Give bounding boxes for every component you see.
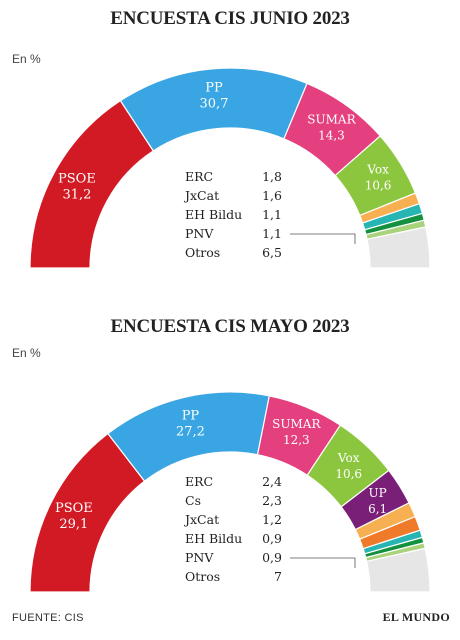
segment-label-vox: Vox <box>366 163 389 177</box>
table-value-otros: 6,5 <box>262 245 282 260</box>
chart-title-may: ENCUESTA CIS MAYO 2023 <box>110 316 350 337</box>
table-value-erc: 2,4 <box>262 474 282 489</box>
table-value-otros: 7 <box>274 569 282 584</box>
table-value-eh-bildu: 0,9 <box>262 531 282 546</box>
segment-label-up: UP <box>369 486 387 500</box>
unit-label-may: En % <box>12 346 41 360</box>
table-value-pnv: 1,1 <box>262 226 282 241</box>
segment-value-psoe: 29,1 <box>59 517 88 532</box>
segment-value-vox: 10,6 <box>335 467 362 481</box>
segment-value-pp: 30,7 <box>200 97 229 112</box>
table-value-pnv: 0,9 <box>262 550 282 565</box>
table-value-erc: 1,8 <box>262 169 282 184</box>
segment-value-psoe: 31,2 <box>62 187 91 202</box>
segment-label-psoe: PSOE <box>55 501 93 516</box>
source-note: FUENTE: CIS <box>12 612 84 624</box>
table-name-otros: Otros <box>185 245 220 260</box>
segment-value-sumar: 14,3 <box>318 129 345 143</box>
table-value-eh-bildu: 1,1 <box>262 207 282 222</box>
segment-label-sumar: SUMAR <box>272 417 321 431</box>
segment-label-pp: PP <box>182 409 200 424</box>
segment-value-sumar: 12,3 <box>283 433 310 447</box>
table-name-otros: Otros <box>185 569 220 584</box>
leader-line <box>290 557 356 568</box>
segment-label-pp: PP <box>205 81 223 96</box>
segment-label-sumar: SUMAR <box>307 113 356 127</box>
segment-otros <box>365 547 431 593</box>
brand-logo: EL MUNDO <box>382 610 450 624</box>
segment-otros <box>366 226 431 269</box>
table-name-pnv: PNV <box>185 550 214 565</box>
table-value-cs: 2,3 <box>262 493 282 508</box>
chart-title-june: ENCUESTA CIS JUNIO 2023 <box>110 8 350 29</box>
segment-label-psoe: PSOE <box>58 171 96 186</box>
table-name-eh-bildu: EH Bildu <box>185 207 242 222</box>
table-value-jxcat: 1,2 <box>262 512 282 527</box>
segment-value-up: 6,1 <box>368 502 387 516</box>
table-name-eh-bildu: EH Bildu <box>185 531 242 546</box>
table-name-erc: ERC <box>185 474 213 489</box>
table-value-jxcat: 1,6 <box>262 188 282 203</box>
segment-label-vox: Vox <box>337 451 360 465</box>
table-name-jxcat: JxCat <box>183 512 219 527</box>
table-name-jxcat: JxCat <box>183 188 219 203</box>
table-name-cs: Cs <box>185 493 201 508</box>
segment-value-vox: 10,6 <box>365 179 392 193</box>
segment-value-pp: 27,2 <box>176 425 205 440</box>
table-name-erc: ERC <box>185 169 213 184</box>
unit-label-june: En % <box>12 52 41 66</box>
table-name-pnv: PNV <box>185 226 214 241</box>
leader-line <box>290 233 356 244</box>
